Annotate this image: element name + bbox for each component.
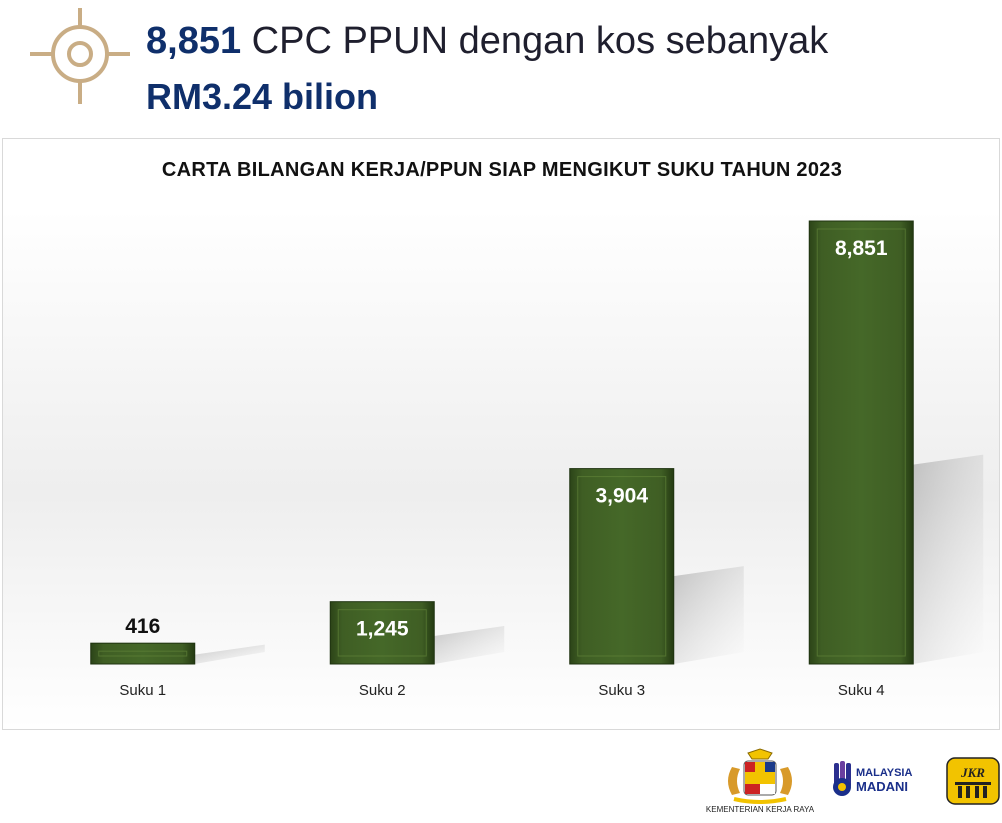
madani-line2: MADANI <box>856 779 908 794</box>
data-label: 3,904 <box>595 485 648 508</box>
x-tick-label: Suku 3 <box>598 682 645 699</box>
bar-shadow <box>194 644 265 664</box>
footer-logos: KEMENTERIAN KERJA RAYA MALAYSIA MADANI J… <box>0 735 1002 823</box>
data-label: 1,245 <box>356 618 409 641</box>
headline-number: 8,851 <box>146 20 242 62</box>
page-header: 8,851 CPC PPUN dengan kos sebanyak RM3.2… <box>0 0 1002 130</box>
chart-title: CARTA BILANGAN KERJA/PPUN SIAP MENGIKUT … <box>161 159 843 181</box>
chart-panel: 416 Suku 1 1,245 Suku 2 3,904 Suku 3 8,851 Suku… <box>2 138 1000 730</box>
data-label: 416 <box>125 615 160 638</box>
bar-suku-1 <box>90 642 196 665</box>
headline-text: CPC PPUN dengan kos sebanyak <box>241 20 829 62</box>
malaysia-coat-of-arms-icon <box>728 748 792 804</box>
headline-line1: 8,851 CPC PPUN dengan kos sebanyak <box>146 20 828 63</box>
bar-suku-2 <box>329 601 435 665</box>
x-tick-label: Suku 2 <box>359 682 406 699</box>
bar-shadow <box>434 625 505 664</box>
data-label: 8,851 <box>835 237 888 260</box>
bar-shadow <box>673 566 744 664</box>
x-tick-label: Suku 4 <box>838 682 885 699</box>
ministry-name: KEMENTERIAN KERJA RAYA <box>705 805 815 814</box>
headline-cost: RM3.24 bilion <box>146 76 379 117</box>
x-tick-label: Suku 1 <box>119 682 166 699</box>
bar-suku-4 <box>808 220 914 665</box>
jkr-logo: JKR <box>946 757 1000 805</box>
bar-chart: 416 Suku 1 1,245 Suku 2 3,904 Suku 3 8,851 Suku… <box>90 220 984 699</box>
bar-bevel <box>337 609 427 657</box>
madani-line1: MALAYSIA <box>856 767 912 779</box>
bar-suku-3 <box>569 468 675 665</box>
jkr-text: JKR <box>960 765 985 780</box>
bar-bevel <box>816 228 906 657</box>
target-crosshair-icon <box>30 8 130 104</box>
bar-bevel <box>98 650 188 657</box>
bar-shadow <box>913 454 984 664</box>
bar-bevel <box>577 476 667 657</box>
malaysia-madani-logo: MALAYSIA MADANI <box>833 761 912 796</box>
